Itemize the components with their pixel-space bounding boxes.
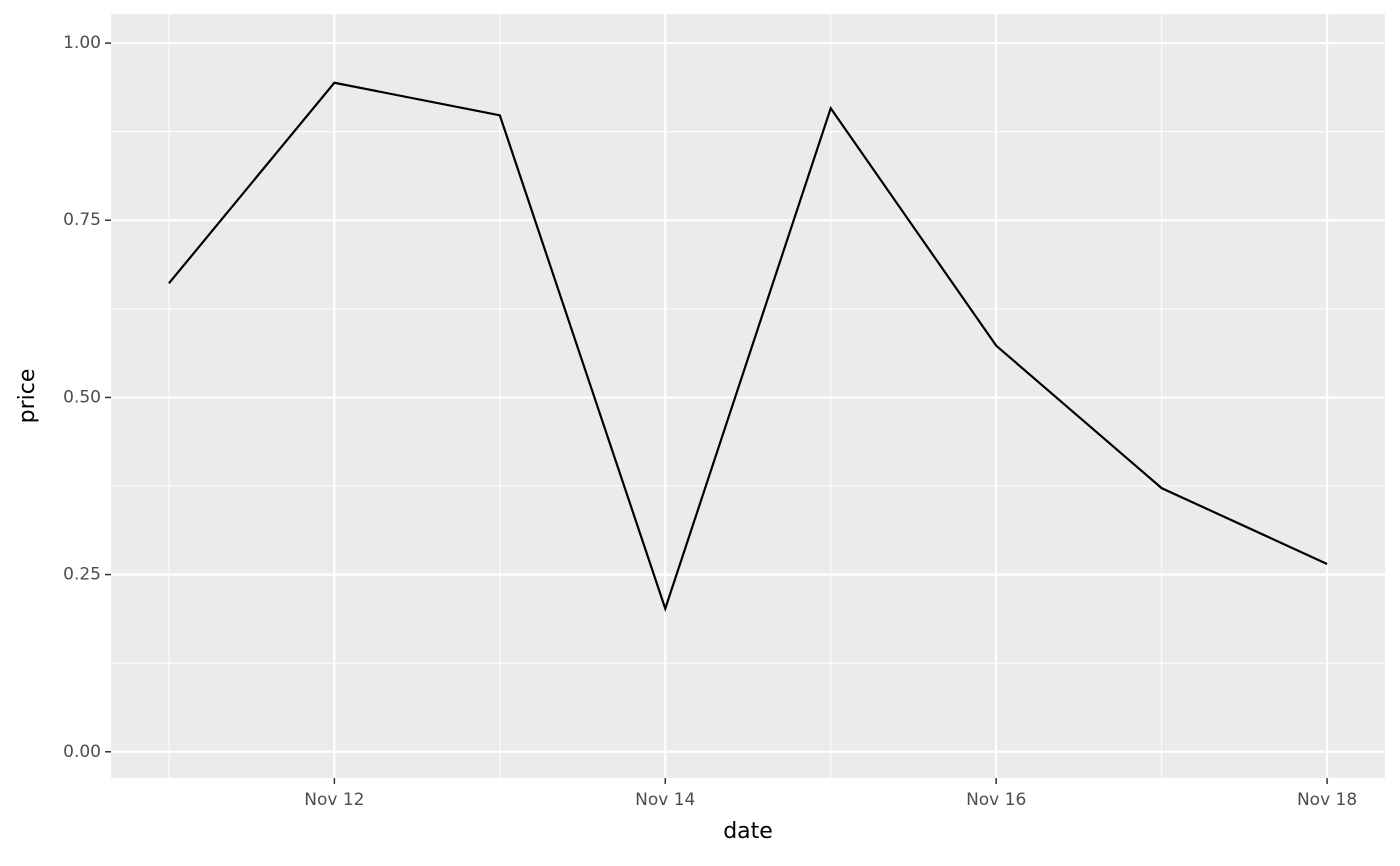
line: [168, 81, 1328, 613]
y-tick-label: 0.50: [63, 387, 101, 407]
panel: [111, 14, 1385, 778]
y-tick-label: 0.75: [63, 210, 101, 230]
x-tick-label: Nov 12: [304, 790, 364, 810]
y-tick-label: 0.00: [63, 742, 101, 762]
x-axis-title: date: [723, 819, 773, 844]
y-axis-title: price: [15, 369, 40, 424]
x-tick-label: Nov 14: [635, 790, 695, 810]
y-tick-label: 0.25: [63, 565, 101, 585]
x-tick-label: Nov 16: [966, 790, 1026, 810]
y-tick-label: 1.00: [63, 33, 101, 53]
x-tick-label: Nov 18: [1297, 790, 1357, 810]
